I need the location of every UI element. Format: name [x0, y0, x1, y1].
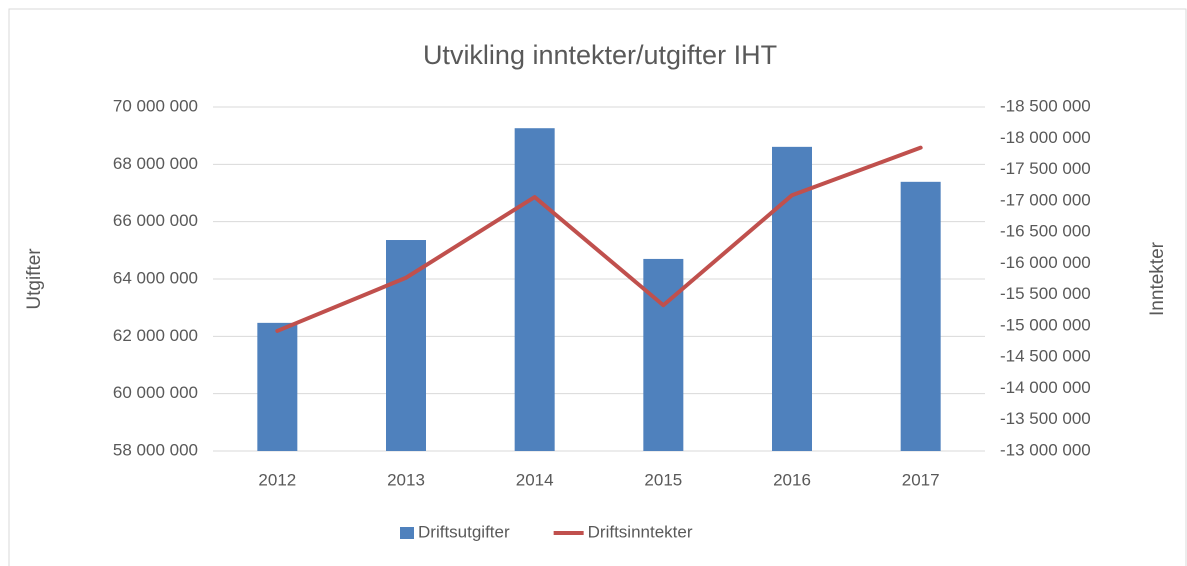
y2-tick-label: -13 000 000 [1000, 440, 1091, 459]
y2-tick-label: -16 000 000 [1000, 253, 1091, 272]
y2-axis-title: Inntekter [1147, 241, 1168, 316]
y2-tick-label: -14 000 000 [1000, 378, 1091, 397]
y-tick-label: 58 000 000 [113, 440, 198, 459]
bar [257, 322, 298, 451]
y2-tick-label: -14 500 000 [1000, 347, 1091, 366]
legend-label: Driftsutgifter [418, 522, 510, 541]
bar [772, 146, 812, 451]
x-tick-label: 2013 [387, 470, 425, 489]
y2-tick-label: -17 500 000 [1000, 159, 1091, 178]
legend-label: Driftsinntekter [588, 522, 693, 541]
x-tick-label: 2015 [644, 470, 682, 489]
chart-border [8, 8, 1187, 566]
chart-title: Utvikling inntekter/utgifter IHT [423, 40, 777, 70]
legend-swatch [400, 527, 414, 539]
y2-tick-label: -18 500 000 [1000, 96, 1091, 115]
y2-tick-label: -16 500 000 [1000, 222, 1091, 241]
y2-tick-label: -17 000 000 [1000, 190, 1091, 209]
line [275, 145, 923, 333]
x-tick-label: 2017 [902, 470, 940, 489]
y-tick-label: 62 000 000 [113, 326, 198, 345]
x-tick-label: 2016 [773, 470, 811, 489]
y2-tick-label: -13 500 000 [1000, 409, 1091, 428]
x-tick-label: 2012 [258, 470, 296, 489]
bar [643, 258, 684, 451]
y-tick-label: 68 000 000 [113, 154, 198, 173]
y-tick-label: 66 000 000 [113, 211, 198, 230]
bar [514, 128, 555, 452]
bar [386, 240, 426, 451]
bar [900, 181, 941, 451]
y2-tick-label: -15 000 000 [1000, 315, 1091, 334]
y-tick-label: 60 000 000 [113, 383, 198, 402]
y-tick-label: 64 000 000 [113, 268, 198, 287]
y-axis-title: Utgifter [24, 248, 45, 310]
x-tick-label: 2014 [516, 470, 554, 489]
y2-tick-label: -18 000 000 [1000, 128, 1091, 147]
y-tick-label: 70 000 000 [113, 96, 198, 115]
y2-tick-label: -15 500 000 [1000, 284, 1091, 303]
